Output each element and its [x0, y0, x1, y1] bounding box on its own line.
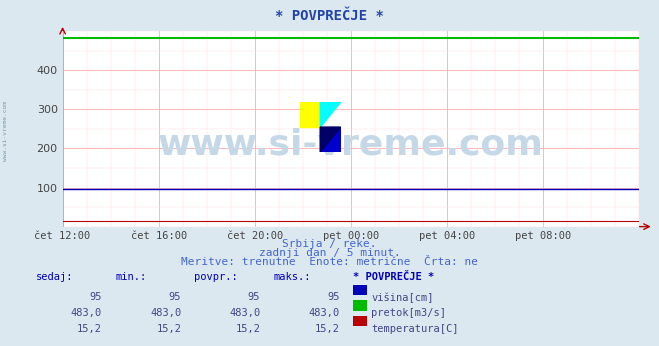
- Text: 95: 95: [248, 292, 260, 302]
- Text: Srbija / reke.: Srbija / reke.: [282, 239, 377, 249]
- Text: www.si-vreme.com: www.si-vreme.com: [3, 101, 8, 162]
- Text: 483,0: 483,0: [308, 308, 339, 318]
- Text: 483,0: 483,0: [229, 308, 260, 318]
- Polygon shape: [320, 102, 341, 127]
- Text: 15,2: 15,2: [156, 324, 181, 334]
- Text: pretok[m3/s]: pretok[m3/s]: [371, 308, 446, 318]
- Text: 95: 95: [90, 292, 102, 302]
- Text: sedaj:: sedaj:: [36, 272, 74, 282]
- Text: 15,2: 15,2: [314, 324, 339, 334]
- Text: 483,0: 483,0: [150, 308, 181, 318]
- Text: maks.:: maks.:: [273, 272, 311, 282]
- Text: 15,2: 15,2: [77, 324, 102, 334]
- Text: povpr.:: povpr.:: [194, 272, 238, 282]
- Bar: [300, 102, 320, 127]
- Bar: [320, 127, 341, 152]
- Text: www.si-vreme.com: www.si-vreme.com: [158, 128, 544, 162]
- Text: 483,0: 483,0: [71, 308, 102, 318]
- Text: višina[cm]: višina[cm]: [371, 292, 434, 303]
- Text: 15,2: 15,2: [235, 324, 260, 334]
- Polygon shape: [320, 127, 341, 152]
- Text: min.:: min.:: [115, 272, 146, 282]
- Text: * POVPREČJE *: * POVPREČJE *: [275, 9, 384, 22]
- Text: zadnji dan / 5 minut.: zadnji dan / 5 minut.: [258, 248, 401, 258]
- Text: Meritve: trenutne  Enote: metrične  Črta: ne: Meritve: trenutne Enote: metrične Črta: …: [181, 257, 478, 267]
- Text: 95: 95: [169, 292, 181, 302]
- Text: * POVPREČJE *: * POVPREČJE *: [353, 272, 434, 282]
- Text: temperatura[C]: temperatura[C]: [371, 324, 459, 334]
- Text: 95: 95: [327, 292, 339, 302]
